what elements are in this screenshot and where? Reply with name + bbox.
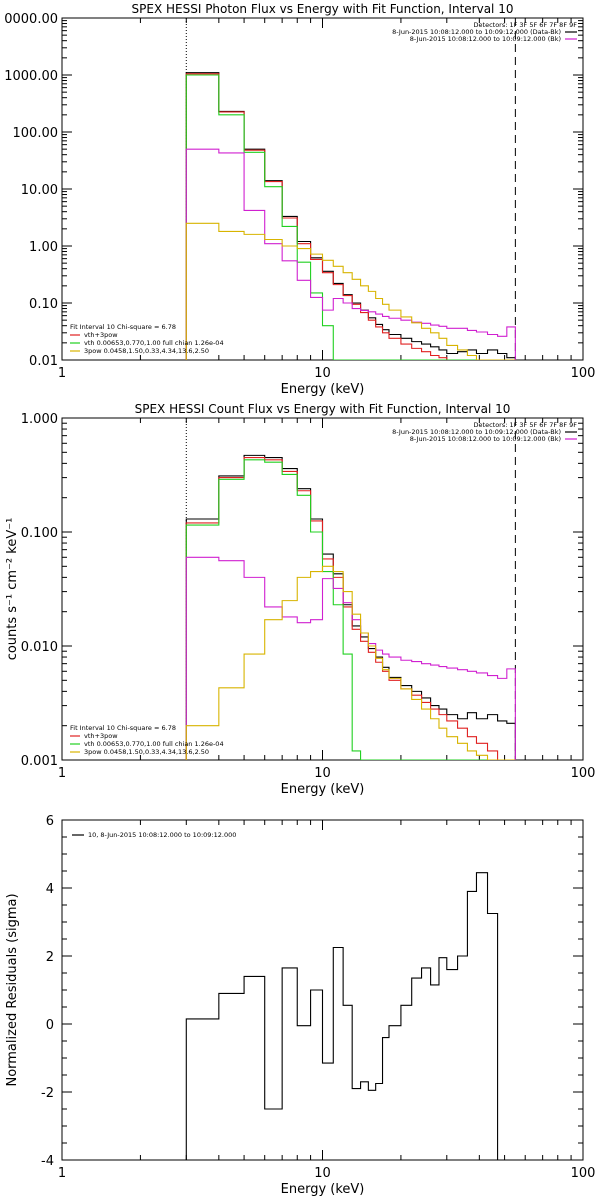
x-axis-label: Energy (keV) [281, 382, 365, 397]
y-tick-label: 2 [46, 950, 54, 965]
series-line-5 [185, 565, 516, 760]
y-tick-label: 0 [46, 1018, 54, 1033]
x-axis-label: Energy (keV) [281, 782, 365, 797]
legend-bottom-entry: 3pow 0.0458,1.50,0.33,4.34,13.6,2.50 [84, 748, 209, 756]
legend-bottom-entry: Fit Interval 10 Chi-square = 6.78 [70, 323, 176, 331]
series-line-5 [185, 222, 516, 360]
legend-bottom-entry: vth 0.00653,0.770,1.00 full chian 1.26e-… [84, 339, 224, 347]
legend-top-entry: Detectors: 1F 3F 5F 6F 7F 8F 9F [474, 421, 578, 429]
series-line-2 [185, 73, 516, 360]
chart-panel-2: SPEX HESSI Count Flux vs Energy with Fit… [5, 402, 595, 797]
x-tick-label: 10 [314, 1166, 331, 1181]
y-tick-label: -2 [41, 1086, 54, 1101]
legend-bottom-entry: 3pow 0.0458,1.50,0.33,4.34,13.6,2.50 [84, 347, 209, 355]
x-tick-label: 1 [58, 766, 66, 781]
legend-bottom-entry: vth 0.00653,0.770,1.00 full chian 1.26e-… [84, 740, 224, 748]
y-tick-label: 4 [46, 882, 54, 897]
y-tick-label: 0.100 [21, 526, 58, 541]
chart-title: SPEX HESSI Photon Flux vs Energy with Fi… [132, 2, 514, 16]
series-line-3 [185, 459, 516, 760]
x-tick-label: 100 [571, 366, 596, 381]
y-tick-label: 0.01 [29, 354, 58, 369]
legend-top-entry: 8-Jun-2015 10:08:12.000 to 10:09:12.000 … [410, 35, 561, 43]
legend-top-entry: 8-Jun-2015 10:08:12.000 to 10:09:12.000 … [410, 435, 561, 443]
series-line-4 [185, 556, 516, 760]
legend-bottom-entry: vth+3pow [84, 732, 118, 740]
y-axis-label: counts s⁻¹ cm⁻² keV⁻¹ [5, 518, 20, 661]
x-tick-label: 1 [58, 366, 66, 381]
y-tick-label: 1.00 [29, 240, 58, 255]
chart-title: SPEX HESSI Count Flux vs Energy with Fit… [135, 402, 511, 416]
x-tick-label: 10 [314, 766, 331, 781]
legend-bottom-entry: Fit Interval 10 Chi-square = 6.78 [70, 724, 176, 732]
y-tick-label: 0.10 [29, 297, 58, 312]
y-tick-label: 0.001 [21, 754, 58, 769]
series-line-1 [185, 72, 516, 360]
series-line-1 [185, 454, 516, 760]
y-tick-label: 100.00 [13, 126, 59, 141]
legend-bottom-entry: vth+3pow [84, 331, 118, 339]
legend-top-entry: Detectors: 1F 3F 5F 6F 7F 8F 9F [474, 21, 578, 29]
x-tick-label: 100 [571, 1166, 596, 1181]
y-axis-label: Normalized Residuals (sigma) [5, 893, 20, 1086]
x-tick-label: 100 [571, 766, 596, 781]
y-tick-label: 1000.00 [4, 69, 58, 84]
series-group [185, 872, 516, 1160]
y-tick-label: 0.010 [21, 640, 58, 655]
x-tick-label: 10 [314, 366, 331, 381]
series-group [185, 72, 516, 360]
legend-entry: 10, 8-Jun-2015 10:08:12.000 to 10:09:12.… [88, 831, 236, 839]
series-line-1 [185, 872, 516, 1160]
chart-panel-1: SPEX HESSI Photon Flux vs Energy with Fi… [4, 2, 595, 397]
legend-top-entry: 8-Jun-2015 10:08:12.000 to 10:09:12.000 … [392, 28, 561, 36]
x-tick-label: 1 [58, 1166, 66, 1181]
y-tick-label: 6 [46, 814, 54, 829]
chart-panel-3: 1 10 100 Energy (keV) -4 -2 0 2 4 6 Normalized Res… [5, 814, 595, 1197]
y-tick-label: -4 [41, 1154, 54, 1169]
series-line-4 [185, 148, 516, 360]
legend-top-entry: 8-Jun-2015 10:08:12.000 to 10:09:12.000 … [392, 428, 561, 436]
series-group [185, 454, 516, 760]
series-line-2 [185, 456, 516, 760]
series-line-3 [185, 74, 516, 360]
x-axis-label: Energy (keV) [281, 1182, 365, 1197]
y-tick-label: 1.000 [21, 412, 58, 427]
y-tick-label: 10.00 [21, 183, 58, 198]
y-tick-label: 0000.00 [4, 12, 58, 27]
